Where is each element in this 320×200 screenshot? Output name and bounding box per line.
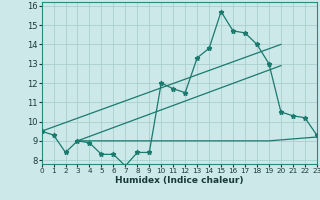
X-axis label: Humidex (Indice chaleur): Humidex (Indice chaleur) (115, 176, 244, 185)
